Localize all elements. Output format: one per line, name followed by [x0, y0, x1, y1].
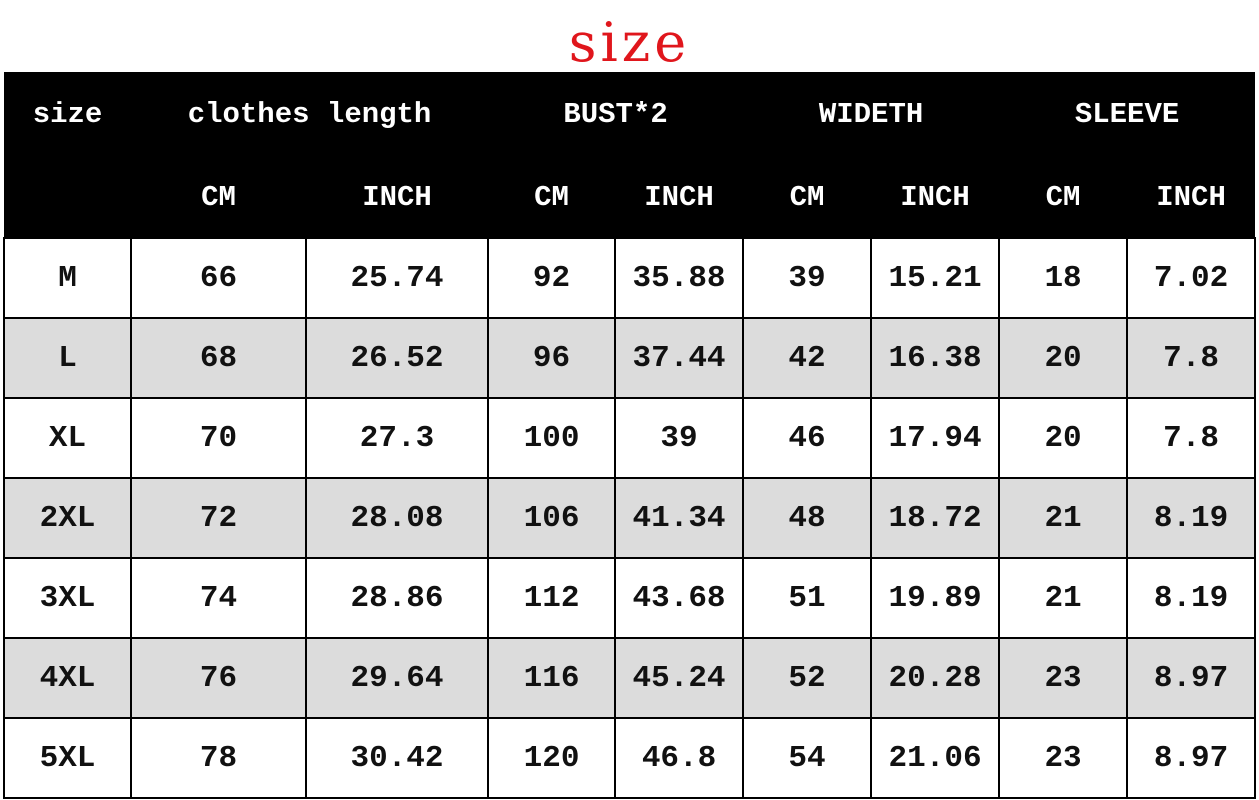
measurement-cell: 20: [998, 397, 1129, 479]
measurement-cell: 70: [130, 397, 307, 479]
measurement-cell: 106: [487, 477, 617, 559]
measurement-cell: 46.8: [614, 717, 745, 799]
measurement-cell: 8.97: [1126, 637, 1257, 719]
header-unit: CM: [131, 157, 306, 238]
measurement-cell: 39: [742, 237, 873, 319]
measurement-cell: 17.94: [870, 397, 1001, 479]
measurement-cell: 92: [487, 237, 617, 319]
measurement-cell: 23: [998, 637, 1129, 719]
measurement-cell: 7.8: [1126, 317, 1257, 399]
measurement-cell: 25.74: [304, 237, 490, 319]
size-label-cell: 2XL: [3, 477, 132, 559]
measurement-cell: 28.08: [304, 477, 490, 559]
header-unit: INCH: [871, 157, 1000, 238]
measurement-cell: 21.06: [870, 717, 1001, 799]
table-body: M 66 25.74 92 35.88 39 15.21 18 7.02 L 68 26.52 96 37…: [3, 237, 1257, 799]
measurement-cell: 15.21: [870, 237, 1001, 319]
measurement-cell: 26.52: [304, 317, 490, 399]
page-title: size: [568, 11, 691, 74]
measurement-cell: 8.97: [1126, 717, 1257, 799]
table-row: 3XL 74 28.86 112 43.68 51 19.89 21 8.19: [3, 557, 1257, 639]
measurement-cell: 51: [742, 557, 873, 639]
header-sleeve: SLEEVE: [999, 72, 1256, 157]
size-label-cell: 5XL: [3, 717, 132, 799]
measurement-cell: 43.68: [614, 557, 745, 639]
measurement-cell: 7.02: [1126, 237, 1257, 319]
measurement-cell: 112: [487, 557, 617, 639]
measurement-cell: 8.19: [1126, 557, 1257, 639]
measurement-cell: 96: [487, 317, 617, 399]
measurement-cell: 52: [742, 637, 873, 719]
measurement-cell: 100: [487, 397, 617, 479]
header-unit: INCH: [1127, 157, 1256, 238]
size-label-cell: 4XL: [3, 637, 132, 719]
measurement-cell: 18: [998, 237, 1129, 319]
measurement-cell: 72: [130, 477, 307, 559]
measurement-cell: 16.38: [870, 317, 1001, 399]
measurement-cell: 8.19: [1126, 477, 1257, 559]
header-clothes-length: clothes length: [131, 72, 489, 157]
header-unit: CM: [488, 157, 616, 238]
measurement-cell: 23: [998, 717, 1129, 799]
table-row: XL 70 27.3 100 39 46 17.94 20 7.8: [3, 397, 1257, 479]
measurement-cell: 18.72: [870, 477, 1001, 559]
measurement-cell: 37.44: [614, 317, 745, 399]
measurement-cell: 30.42: [304, 717, 490, 799]
measurement-cell: 54: [742, 717, 873, 799]
size-label-cell: L: [3, 317, 132, 399]
measurement-cell: 29.64: [304, 637, 490, 719]
measurement-cell: 27.3: [304, 397, 490, 479]
header-unit: INCH: [615, 157, 744, 238]
measurement-cell: 46: [742, 397, 873, 479]
measurement-cell: 35.88: [614, 237, 745, 319]
header-unit: CM: [999, 157, 1128, 238]
size-label-cell: 3XL: [3, 557, 132, 639]
measurement-cell: 48: [742, 477, 873, 559]
header-size: size: [4, 72, 131, 157]
measurement-cell: 19.89: [870, 557, 1001, 639]
measurement-cell: 7.8: [1126, 397, 1257, 479]
measurement-cell: 120: [487, 717, 617, 799]
table-row: L 68 26.52 96 37.44 42 16.38 20 7.8: [3, 317, 1257, 399]
header-bust: BUST*2: [488, 72, 744, 157]
header-unit: CM: [743, 157, 872, 238]
measurement-cell: 21: [998, 557, 1129, 639]
measurement-cell: 39: [614, 397, 745, 479]
measurement-cell: 41.34: [614, 477, 745, 559]
size-label-cell: M: [3, 237, 132, 319]
measurement-cell: 42: [742, 317, 873, 399]
table-row: 4XL 76 29.64 116 45.24 52 20.28 23 8.97: [3, 637, 1257, 719]
header-width: WIDETH: [743, 72, 1000, 157]
measurement-cell: 66: [130, 237, 307, 319]
measurement-cell: 76: [130, 637, 307, 719]
table-row: 2XL 72 28.08 106 41.34 48 18.72 21 8.19: [3, 477, 1257, 559]
size-label-cell: XL: [3, 397, 132, 479]
measurement-cell: 20.28: [870, 637, 1001, 719]
measurement-cell: 68: [130, 317, 307, 399]
table-row: M 66 25.74 92 35.88 39 15.21 18 7.02: [3, 237, 1257, 319]
header-unit: INCH: [306, 157, 489, 238]
header-blank: [4, 157, 131, 238]
measurement-cell: 78: [130, 717, 307, 799]
measurement-cell: 28.86: [304, 557, 490, 639]
measurement-cell: 74: [130, 557, 307, 639]
measurement-cell: 21: [998, 477, 1129, 559]
size-chart-table: size clothes length BUST*2 WIDETH SLEEVE…: [3, 72, 1257, 799]
measurement-cell: 45.24: [614, 637, 745, 719]
table-row: 5XL 78 30.42 120 46.8 54 21.06 23 8.97: [3, 717, 1257, 799]
measurement-cell: 116: [487, 637, 617, 719]
measurement-cell: 20: [998, 317, 1129, 399]
